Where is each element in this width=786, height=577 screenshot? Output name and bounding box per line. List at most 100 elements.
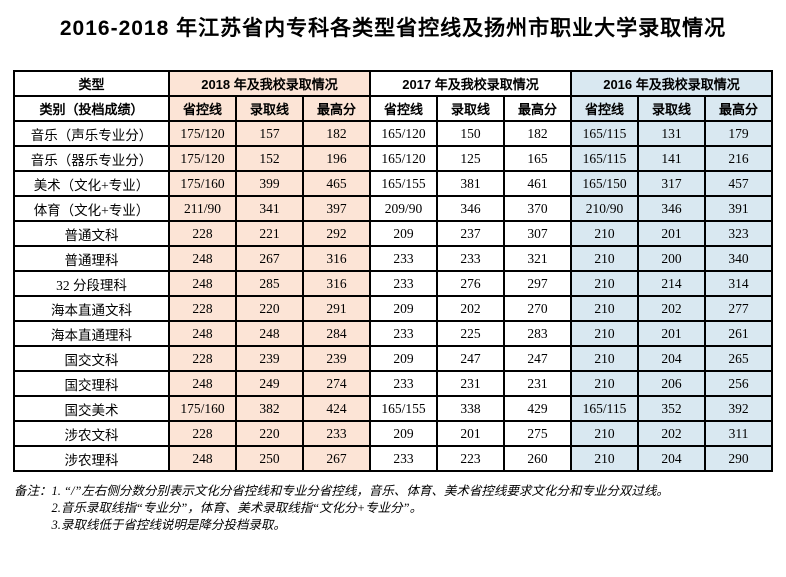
score-cell: 165/115	[570, 395, 639, 422]
score-cell: 175/160	[168, 395, 237, 422]
table-row: 海本直通理科 248 248 284 233 225 283 210 201 261	[13, 320, 773, 347]
score-cell: 210	[570, 270, 639, 297]
table-row: 涉农理科 248 250 267 233 223 260 210 204 290	[13, 445, 773, 472]
score-cell: 210	[570, 370, 639, 397]
score-cell: 352	[637, 395, 706, 422]
score-cell: 392	[704, 395, 773, 422]
score-cell: 265	[704, 345, 773, 372]
admissions-table: 类型 2018 年及我校录取情况 2017 年及我校录取情况 2016 年及我校…	[13, 70, 773, 472]
score-cell: 196	[302, 145, 371, 172]
row-label: 体育（文化+专业）	[13, 195, 170, 222]
score-cell: 370	[503, 195, 572, 222]
header-type: 类型	[13, 70, 170, 97]
score-cell: 210	[570, 320, 639, 347]
score-cell: 204	[637, 345, 706, 372]
score-cell: 131	[637, 120, 706, 147]
score-cell: 297	[503, 270, 572, 297]
score-cell: 316	[302, 270, 371, 297]
score-cell: 211/90	[168, 195, 237, 222]
header-2016-admit-line: 录取线	[637, 95, 706, 122]
score-cell: 270	[503, 295, 572, 322]
score-cell: 165/120	[369, 120, 438, 147]
score-cell: 233	[369, 320, 438, 347]
score-cell: 283	[503, 320, 572, 347]
score-cell: 399	[235, 170, 304, 197]
score-cell: 210/90	[570, 195, 639, 222]
row-label: 32 分段理科	[13, 270, 170, 297]
table-row: 普通文科 228 221 292 209 237 307 210 201 323	[13, 220, 773, 247]
score-cell: 256	[704, 370, 773, 397]
table-row: 国交文科 228 239 239 209 247 247 210 204 265	[13, 345, 773, 372]
score-cell: 202	[436, 295, 505, 322]
score-cell: 382	[235, 395, 304, 422]
score-cell: 182	[302, 120, 371, 147]
notes-label: 备注：	[14, 484, 52, 498]
score-cell: 175/160	[168, 170, 237, 197]
header-2018-admit-line: 录取线	[235, 95, 304, 122]
row-label: 海本直通理科	[13, 320, 170, 347]
header-row-years: 类型 2018 年及我校录取情况 2017 年及我校录取情况 2016 年及我校…	[13, 70, 773, 97]
score-cell: 248	[168, 270, 237, 297]
score-cell: 314	[704, 270, 773, 297]
score-cell: 381	[436, 170, 505, 197]
row-label: 美术（文化+专业）	[13, 170, 170, 197]
notes-items: 1. “/”左右侧分数分别表示文化分省控线和专业分省控线，音乐、体育、美术省控线…	[52, 483, 669, 534]
score-cell: 260	[503, 445, 572, 472]
score-cell: 285	[235, 270, 304, 297]
score-cell: 228	[168, 345, 237, 372]
row-label: 国交理科	[13, 370, 170, 397]
row-label: 普通文科	[13, 220, 170, 247]
table-row: 音乐（声乐专业分） 175/120 157 182 165/120 150 182 165/1…	[13, 120, 773, 147]
score-cell: 165	[503, 145, 572, 172]
score-cell: 202	[637, 420, 706, 447]
header-2016-control-line: 省控线	[570, 95, 639, 122]
score-cell: 276	[436, 270, 505, 297]
score-cell: 233	[369, 370, 438, 397]
score-cell: 223	[436, 445, 505, 472]
score-cell: 457	[704, 170, 773, 197]
score-cell: 141	[637, 145, 706, 172]
row-label: 国交美术	[13, 395, 170, 422]
header-2018-control-line: 省控线	[168, 95, 237, 122]
table-row: 涉农文科 228 220 233 209 201 275 210 202 311	[13, 420, 773, 447]
score-cell: 165/155	[369, 395, 438, 422]
score-cell: 317	[637, 170, 706, 197]
header-2017-max-score: 最高分	[503, 95, 572, 122]
score-cell: 210	[570, 295, 639, 322]
score-cell: 209	[369, 345, 438, 372]
score-cell: 323	[704, 220, 773, 247]
score-cell: 465	[302, 170, 371, 197]
score-cell: 152	[235, 145, 304, 172]
header-category: 类别（投档成绩）	[13, 95, 170, 122]
score-cell: 125	[436, 145, 505, 172]
score-cell: 248	[235, 320, 304, 347]
header-2016-max-score: 最高分	[704, 95, 773, 122]
table-row: 普通理科 248 267 316 233 233 321 210 200 340	[13, 245, 773, 272]
score-cell: 247	[436, 345, 505, 372]
score-cell: 233	[436, 245, 505, 272]
score-cell: 274	[302, 370, 371, 397]
page-title: 2016-2018 年江苏省内专科各类型省控线及扬州市职业大学录取情况	[59, 17, 727, 40]
note-line: 2.音乐录取线指“专业分”，体育、美术录取线指“文化分+专业分”。	[51, 501, 423, 515]
score-cell: 233	[369, 270, 438, 297]
header-row-columns: 类别（投档成绩） 省控线 录取线 最高分 省控线 录取线 最高分 省控线 录取线…	[13, 95, 773, 122]
score-cell: 239	[235, 345, 304, 372]
header-2017-control-line: 省控线	[369, 95, 438, 122]
score-cell: 201	[637, 220, 706, 247]
score-cell: 290	[704, 445, 773, 472]
table-body: 音乐（声乐专业分） 175/120 157 182 165/120 150 182 165/1…	[13, 120, 773, 472]
score-cell: 307	[503, 220, 572, 247]
header-2017-admit-line: 录取线	[436, 95, 505, 122]
score-cell: 338	[436, 395, 505, 422]
score-cell: 346	[436, 195, 505, 222]
header-group-2016: 2016 年及我校录取情况	[570, 70, 773, 97]
row-label: 国交文科	[13, 345, 170, 372]
score-cell: 214	[637, 270, 706, 297]
score-cell: 201	[436, 420, 505, 447]
score-cell: 424	[302, 395, 371, 422]
score-cell: 210	[570, 245, 639, 272]
score-cell: 239	[302, 345, 371, 372]
row-label: 音乐（声乐专业分）	[13, 120, 170, 147]
score-cell: 250	[235, 445, 304, 472]
